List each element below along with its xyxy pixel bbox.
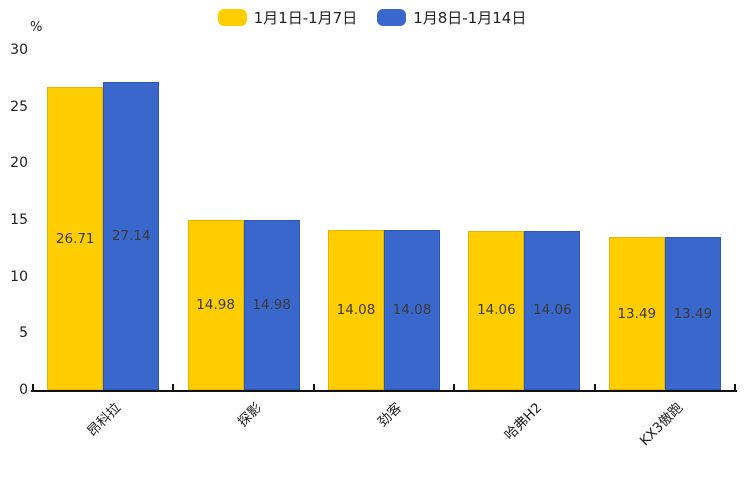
plot-area: 26.71 27.14 14.98 14.98 14.08 14.08 14.06 14.06…	[33, 50, 735, 390]
x-category-label-劲客: 劲客	[374, 399, 406, 431]
bar-value-label: 13.49	[617, 305, 657, 322]
x-axis-tick	[453, 384, 456, 391]
x-category-label-昂科拉: 昂科拉	[84, 399, 125, 440]
x-axis-tick	[312, 384, 315, 391]
y-tick-label-20: 20	[10, 155, 28, 172]
bar-value-label: 14.08	[392, 302, 432, 319]
x-axis-tick	[172, 384, 175, 391]
bar-series1-昂科拉: 26.71	[47, 87, 104, 390]
x-axis-tick	[593, 384, 596, 391]
x-axis-line	[31, 390, 737, 392]
x-category-label-探影: 探影	[234, 399, 265, 431]
x-category-label-哈弗H2: 哈弗H2	[501, 399, 546, 444]
bar-series2-劲客: 14.08	[384, 230, 440, 390]
y-tick-label-30: 30	[10, 42, 28, 58]
bar-series2-昂科拉: 27.14	[103, 82, 160, 390]
y-tick-label-15: 15	[10, 212, 28, 228]
bar-series2-KX3傲跑: 13.49	[664, 237, 721, 390]
bar-value-label: 26.71	[55, 230, 95, 247]
y-axis-unit-label: %	[30, 20, 43, 35]
y-tick-label-25: 25	[10, 98, 28, 115]
legend-label-week2: 1月8日-1月14日	[413, 9, 527, 27]
bar-value-label: 14.98	[196, 297, 235, 314]
bar-value-label: 14.06	[477, 302, 516, 319]
legend-item-week2[interactable]: 1月8日-1月14日	[377, 7, 526, 28]
legend: 1月1日-1月7日 1月8日-1月14日	[0, 7, 744, 28]
y-tick-label-5: 5	[19, 325, 28, 342]
bar-series2-哈弗H2: 14.06	[524, 230, 581, 390]
bar-value-label: 13.49	[673, 305, 713, 322]
bar-value-label: 14.06	[533, 302, 572, 319]
legend-swatch-week1	[217, 9, 247, 26]
x-axis-tick	[734, 384, 736, 391]
bar-series1-探影: 14.98	[187, 220, 244, 390]
y-tick-label-0: 0	[19, 382, 28, 398]
bar-series1-哈弗H2: 14.06	[468, 230, 525, 390]
bar-series1-劲客: 14.08	[328, 230, 384, 390]
x-category-label-KX3傲跑: KX3傲跑	[636, 399, 686, 450]
legend-item-week1[interactable]: 1月1日-1月7日	[217, 7, 358, 28]
bar-series2-探影: 14.98	[243, 220, 300, 390]
legend-label-week1: 1月1日-1月7日	[253, 9, 358, 27]
bar-value-label: 14.08	[336, 302, 376, 319]
legend-swatch-week2	[377, 9, 407, 26]
bar-value-label: 14.98	[252, 297, 291, 314]
x-axis-tick	[32, 384, 34, 391]
y-tick-label-10: 10	[10, 268, 28, 285]
bar-series1-KX3傲跑: 13.49	[608, 237, 665, 390]
bar-value-label: 27.14	[111, 228, 151, 245]
